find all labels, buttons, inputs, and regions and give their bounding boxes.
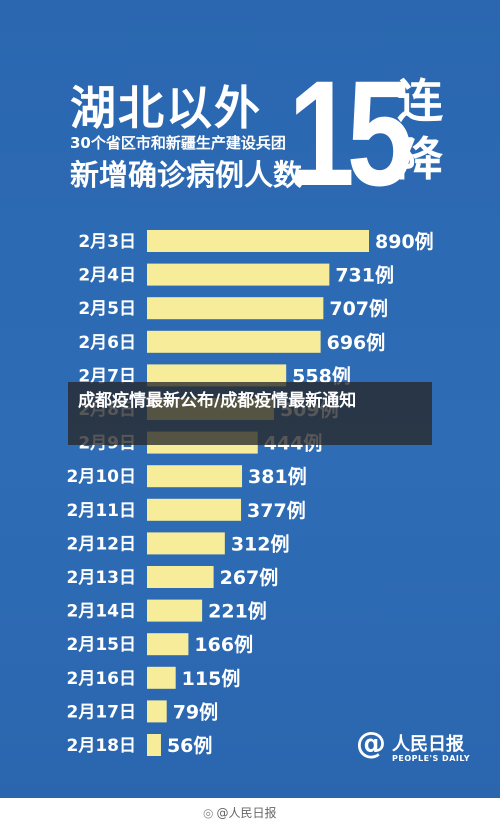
value-label: 381例 — [248, 465, 307, 488]
at-icon: @ — [356, 726, 386, 761]
value-label: 890例 — [375, 230, 434, 253]
bar — [147, 297, 324, 320]
category-label: 2月6日 — [78, 333, 136, 353]
category-label: 2月10日 — [67, 467, 137, 487]
value-label: 79例 — [173, 700, 218, 723]
value-label: 56例 — [167, 734, 212, 757]
category-label: 2月13日 — [67, 568, 137, 588]
value-label: 166例 — [194, 633, 253, 656]
category-label: 2月14日 — [67, 602, 137, 622]
value-label: 377例 — [247, 499, 306, 522]
value-label: 731例 — [335, 264, 394, 287]
streak-label: 连降 — [397, 74, 443, 186]
bar — [147, 666, 176, 689]
value-label: 696例 — [327, 331, 386, 354]
headline-overlay[interactable]: 成都疫情最新公布/成都疫情最新通知 — [68, 382, 432, 445]
category-label: 2月11日 — [67, 501, 137, 521]
bar — [147, 734, 161, 756]
value-label: 221例 — [208, 600, 267, 623]
bar — [147, 700, 167, 723]
category-label: 2月18日 — [67, 736, 137, 756]
value-label: 558例 — [292, 364, 351, 387]
peoples-daily-logo: @ 人民日报 PEOPLE'S DAILY — [356, 726, 476, 770]
poster-title: 湖北以外 — [70, 81, 262, 135]
value-label: 312例 — [231, 532, 290, 555]
bar — [147, 498, 242, 521]
bar — [147, 566, 214, 588]
category-label: 2月5日 — [78, 299, 136, 319]
category-label: 2月16日 — [67, 669, 137, 689]
weibo-icon: ◎ — [203, 806, 214, 820]
category-label: 2月4日 — [78, 266, 136, 286]
logo-name: 人民日报 — [392, 734, 464, 755]
category-label: 2月7日 — [78, 366, 136, 386]
bar — [147, 230, 369, 252]
bar — [147, 532, 225, 555]
weibo-watermark: ◎ @人民日报 — [203, 804, 277, 821]
bar — [147, 633, 189, 656]
category-label: 2月17日 — [67, 702, 137, 722]
category-label: 2月3日 — [78, 232, 136, 252]
category-label: 2月15日 — [67, 635, 137, 655]
bar — [147, 263, 330, 286]
poster-subtitle: 30个省区市和新疆生产建设兵团 — [70, 134, 286, 152]
bar — [147, 465, 243, 488]
logo-english: PEOPLE'S DAILY — [392, 754, 471, 763]
bar — [147, 364, 287, 387]
value-label: 267例 — [220, 566, 279, 589]
headline-text[interactable]: 成都疫情最新公布/成都疫情最新通知 — [78, 391, 357, 411]
value-label: 115例 — [182, 667, 241, 690]
bar — [147, 599, 203, 622]
weibo-text: @人民日报 — [216, 806, 277, 820]
bar — [147, 330, 321, 353]
value-label: 707例 — [329, 297, 388, 320]
category-label: 2月12日 — [67, 534, 137, 554]
poster-title-line2: 新增确诊病例人数 — [70, 158, 303, 192]
footer — [0, 798, 500, 827]
streak-number: 15 — [288, 49, 413, 217]
